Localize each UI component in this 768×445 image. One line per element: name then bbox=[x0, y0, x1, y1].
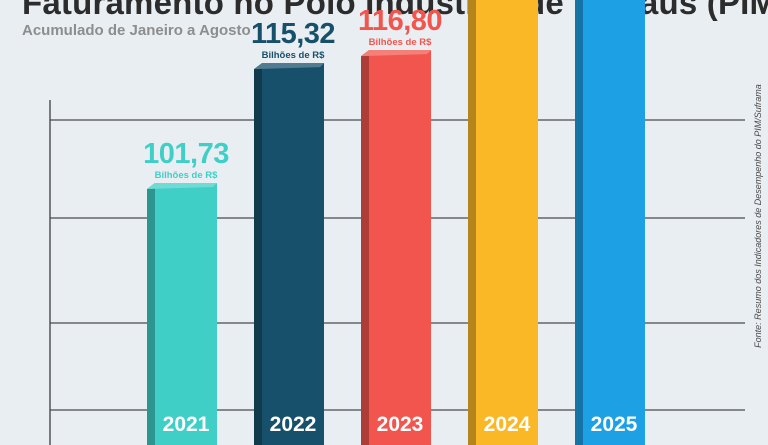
unit-label-2021: Bilhões de R$ bbox=[155, 170, 219, 181]
category-label-2025: 2025 bbox=[591, 413, 638, 436]
bar-top-2023 bbox=[361, 50, 431, 57]
bar-side-2021 bbox=[147, 183, 155, 445]
category-label-2021: 2021 bbox=[163, 413, 210, 436]
bar-side-2023 bbox=[361, 50, 369, 445]
bar-side-2024 bbox=[468, 0, 476, 445]
category-label-2023: 2023 bbox=[377, 413, 424, 436]
bar-2025 bbox=[583, 0, 645, 445]
category-label-2022: 2022 bbox=[270, 413, 317, 436]
bar-2024 bbox=[476, 0, 538, 445]
bar-2022 bbox=[262, 63, 324, 445]
bar-side-2025 bbox=[575, 0, 583, 445]
bar-side-2022 bbox=[254, 63, 262, 445]
unit-label-2023: Bilhões de R$ bbox=[369, 37, 433, 48]
value-label-2022: 115,32 bbox=[251, 18, 335, 50]
chart-subtitle: Acumulado de Janeiro a Agosto bbox=[22, 22, 251, 39]
value-label-2021: 101,73 bbox=[143, 138, 229, 170]
value-label-2023: 116,80 bbox=[358, 5, 442, 37]
unit-label-2022: Bilhões de R$ bbox=[262, 50, 326, 61]
bar-group-2025: 147,69Bilhões de R$2025 bbox=[575, 0, 645, 445]
bar-top-2021 bbox=[147, 183, 217, 189]
bar-2023 bbox=[369, 50, 431, 445]
bar-top-2022 bbox=[254, 63, 324, 70]
category-label-2024: 2024 bbox=[484, 413, 531, 436]
bar-2021 bbox=[155, 183, 217, 445]
